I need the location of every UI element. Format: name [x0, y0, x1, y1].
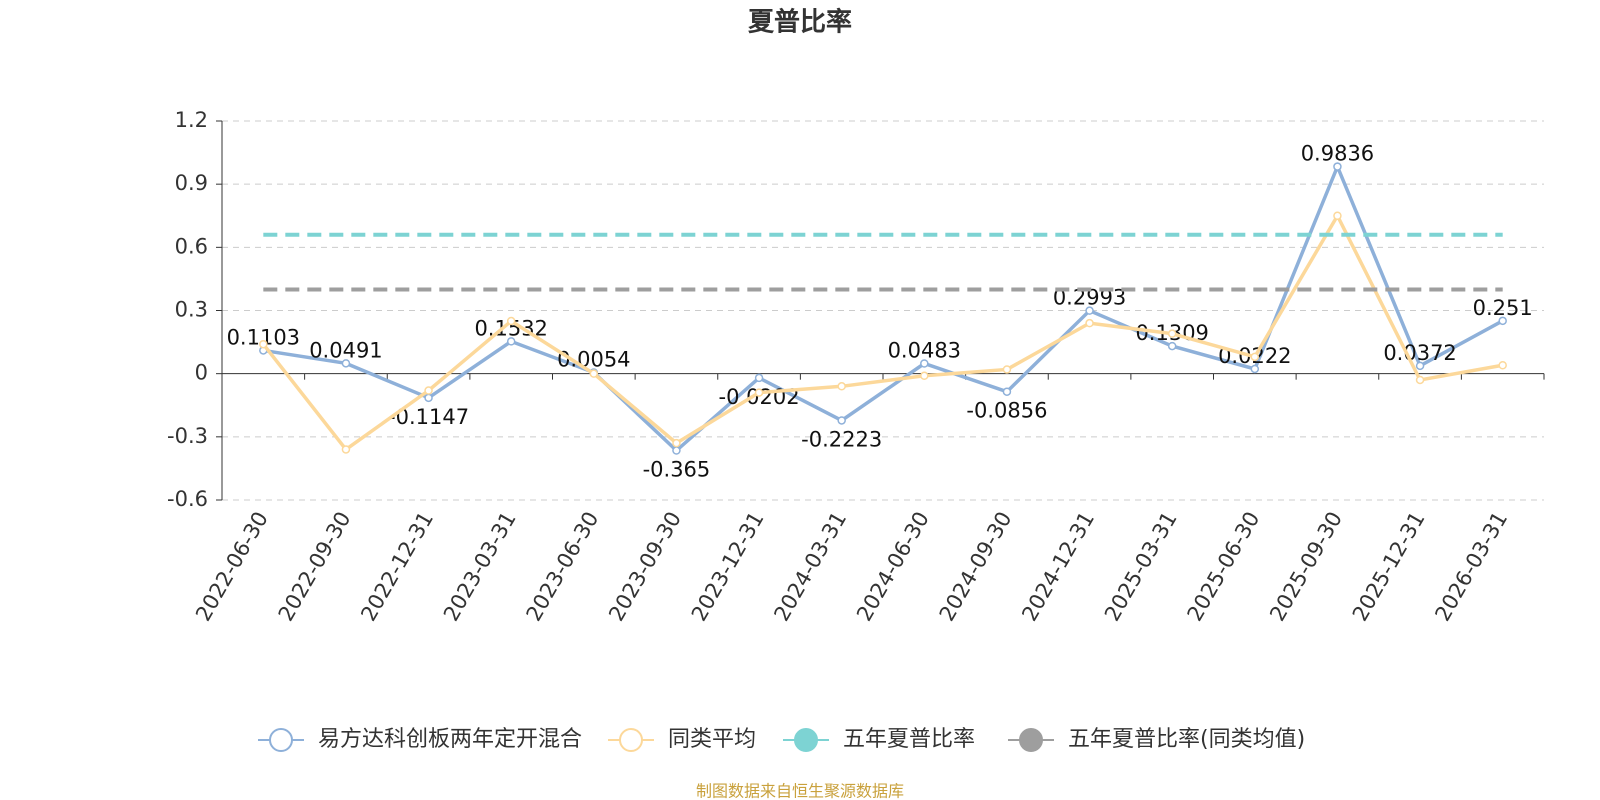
x-tick-label: 2022-12-31: [356, 508, 438, 626]
data-label: 0.0491: [309, 338, 382, 362]
x-tick-label: 2023-09-30: [604, 508, 686, 626]
point: [1085, 318, 1094, 328]
legend-label: 五年夏普比率: [843, 727, 975, 752]
point: [1333, 162, 1342, 171]
y-tick-label: 0.3: [175, 298, 208, 322]
point: [1415, 361, 1425, 371]
y-tick-label: -0.6: [167, 487, 208, 511]
series-line: [263, 161, 1504, 453]
point: [259, 339, 268, 349]
point: [506, 337, 516, 346]
x-tick-label: 2025-12-31: [1348, 508, 1430, 626]
y-tick-label: 0.9: [175, 171, 208, 195]
point: [1002, 387, 1012, 396]
y-tick-label: 0.6: [175, 234, 208, 258]
data-label: -0.0856: [966, 399, 1047, 423]
legend-marker: [269, 728, 293, 752]
point: [1333, 211, 1342, 220]
point: [341, 445, 351, 454]
data-label: 0.0054: [557, 348, 630, 372]
legend-item: 五年夏普比率: [783, 727, 975, 752]
point: [837, 416, 846, 425]
legend-marker: [619, 728, 643, 752]
data-label: -0.1147: [388, 405, 469, 429]
x-tick-label: 2023-03-31: [439, 508, 521, 626]
data-label: 0.0372: [1383, 341, 1456, 365]
legend-label: 易方达科创板两年定开混合: [318, 727, 582, 752]
point: [1250, 352, 1260, 362]
point: [754, 388, 764, 397]
point: [424, 386, 433, 395]
legend-marker: [794, 728, 818, 752]
x-tick-label: 2022-09-30: [274, 508, 356, 626]
legend-item: 易方达科创板两年定开混合: [258, 727, 582, 752]
data-label: 0.0483: [888, 338, 961, 362]
data-label: 0.9836: [1301, 142, 1374, 166]
data-label: -0.365: [643, 458, 711, 482]
point: [1250, 364, 1260, 374]
legend-label: 同类平均: [668, 727, 756, 752]
legend-label: 五年夏普比率(同类均值): [1068, 727, 1305, 752]
x-tick-label: 2023-06-30: [522, 508, 604, 626]
point: [1167, 341, 1177, 351]
point: [754, 373, 764, 383]
y-tick-label: -0.3: [167, 424, 208, 448]
point: [837, 382, 846, 391]
x-tick-label: 2025-03-31: [1100, 508, 1182, 626]
source-note: 制图数据来自恒生聚源数据库: [696, 782, 904, 800]
point: [1167, 329, 1177, 338]
x-tick-label: 2024-09-30: [935, 508, 1017, 626]
legend-item: 五年夏普比率(同类均值): [1008, 727, 1305, 752]
legend-item: 同类平均: [608, 727, 756, 752]
x-tick-label: 2025-09-30: [1265, 508, 1347, 626]
x-tick-label: 2025-06-30: [1183, 508, 1265, 626]
x-tick-label: 2024-12-31: [1017, 508, 1099, 626]
point: [920, 371, 929, 381]
y-tick-label: 0: [195, 361, 208, 385]
point: [341, 359, 351, 368]
point: [1085, 306, 1094, 315]
point: [672, 438, 681, 448]
x-tick-label: 2022-06-30: [191, 508, 273, 626]
point: [589, 369, 599, 378]
data-label: 0.251: [1473, 296, 1533, 320]
x-tick-label: 2026-03-31: [1430, 508, 1512, 626]
y-tick-label: 1.2: [175, 108, 208, 132]
x-tick-label: 2024-06-30: [852, 508, 934, 626]
point: [920, 359, 929, 368]
point: [506, 316, 516, 326]
chart-title: 夏普比率: [748, 7, 852, 38]
point: [1415, 375, 1425, 385]
x-tick-label: 2024-03-31: [769, 508, 851, 626]
point: [1002, 365, 1012, 374]
data-label: -0.2223: [801, 427, 882, 451]
legend-marker: [1019, 728, 1043, 752]
point: [1498, 360, 1507, 370]
point: [672, 446, 681, 455]
point: [1498, 316, 1507, 326]
point: [424, 393, 433, 403]
x-tick-label: 2023-12-31: [687, 508, 769, 626]
series-line: [261, 212, 1503, 452]
